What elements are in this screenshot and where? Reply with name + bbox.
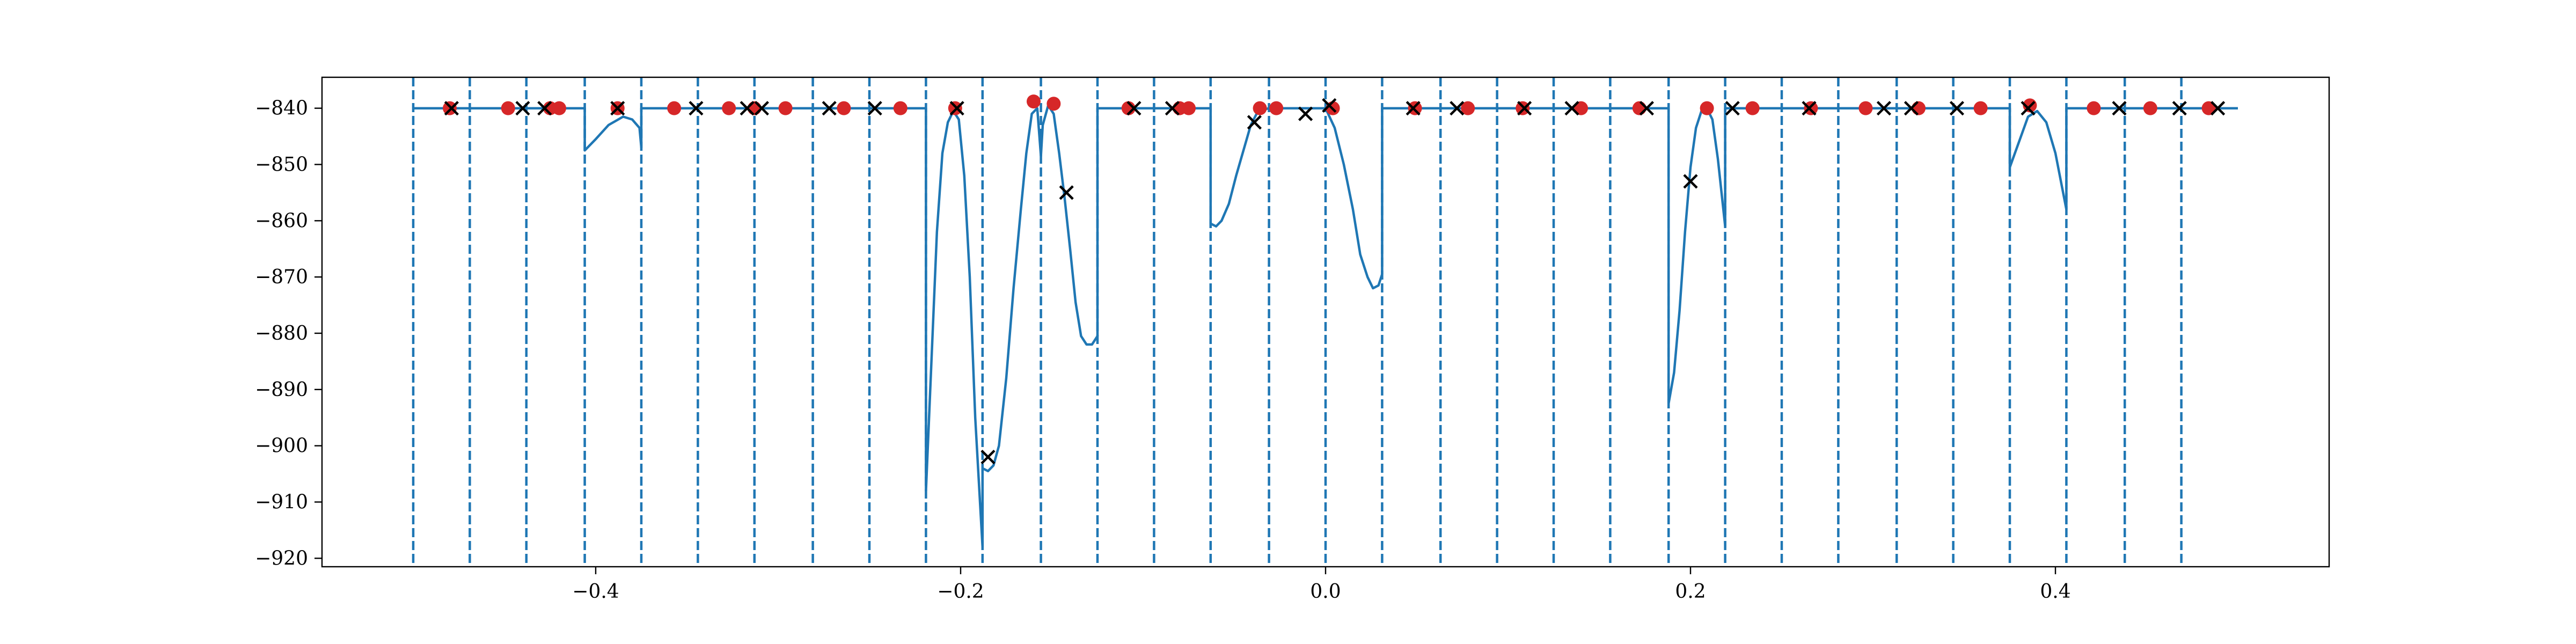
red-point	[2201, 101, 2216, 115]
x-marker	[1802, 101, 1817, 116]
x-marker	[515, 101, 530, 116]
red-point	[837, 101, 851, 115]
red-point	[1804, 101, 1818, 115]
x-marker	[1639, 101, 1654, 116]
red-point	[552, 101, 566, 115]
x-axis-ticks: −0.4 −0.2 0.0 0.2 0.4	[572, 567, 2071, 603]
x-marker	[2021, 101, 2036, 116]
y-tick-label: −870	[255, 266, 308, 288]
x-marker	[444, 101, 459, 116]
x-marker	[822, 101, 837, 116]
x-marker	[2112, 101, 2127, 116]
red-point	[1182, 101, 1196, 115]
x-tick-label: −0.2	[937, 581, 984, 603]
x-marker	[689, 101, 704, 116]
red-point	[1632, 101, 1646, 115]
red-point	[667, 101, 682, 115]
x-marker	[2211, 101, 2226, 116]
y-tick-label: −860	[255, 210, 308, 232]
red-point	[2087, 101, 2101, 115]
x-marker	[1322, 98, 1337, 113]
x-marker	[1949, 101, 1964, 116]
x-marker	[754, 101, 769, 116]
red-point	[1700, 101, 1714, 115]
y-tick-label: −890	[255, 379, 308, 401]
x-marker	[1165, 101, 1180, 116]
red-point	[2143, 101, 2157, 115]
red-point	[747, 101, 762, 115]
y-tick-label: −880	[255, 323, 308, 345]
red-point	[1516, 101, 1530, 115]
y-tick-label: −850	[255, 153, 308, 175]
x-marker	[1247, 115, 1262, 130]
x-marker	[2172, 101, 2187, 116]
x-tick-label: 0.2	[1675, 581, 1706, 603]
red-point	[1027, 94, 1041, 109]
x-marker	[867, 101, 882, 116]
x-marker	[1406, 101, 1421, 116]
y-axis-ticks: −920 −910 −900 −890 −880 −870 −860 −850 −840	[255, 98, 322, 569]
red-point	[722, 101, 736, 115]
red-point	[778, 101, 793, 115]
x-marker	[537, 101, 552, 116]
x-markers-layer	[444, 98, 2226, 465]
red-point	[501, 101, 515, 115]
y-tick-label: −910	[255, 491, 308, 513]
x-marker	[1564, 101, 1579, 116]
y-tick-label: −840	[255, 98, 308, 120]
x-marker	[1517, 101, 1532, 116]
x-marker	[610, 101, 625, 116]
red-point	[893, 101, 908, 115]
red-point	[1046, 97, 1061, 111]
x-tick-label: −0.4	[572, 581, 619, 603]
red-point	[1408, 101, 1422, 115]
x-marker	[1126, 101, 1141, 116]
red-point	[948, 101, 962, 115]
x-marker	[1725, 101, 1740, 116]
x-marker	[980, 449, 996, 465]
x-marker	[949, 101, 964, 116]
red-point	[1253, 101, 1267, 115]
x-marker	[1059, 185, 1074, 200]
x-tick-label: 0.0	[1310, 581, 1341, 603]
red-point	[1574, 101, 1588, 115]
y-tick-label: −900	[255, 435, 308, 457]
red-point	[1461, 101, 1475, 115]
x-marker	[1876, 101, 1891, 116]
x-marker	[1904, 101, 1919, 116]
red-point	[1745, 101, 1760, 115]
y-tick-label: −920	[255, 547, 308, 569]
vertical-dashed-lines	[412, 77, 2183, 567]
red-point	[443, 101, 457, 115]
x-marker	[1450, 101, 1465, 116]
red-point	[1973, 101, 1988, 115]
x-tick-label: 0.4	[2040, 581, 2070, 603]
red-point	[1858, 101, 1873, 115]
x-marker	[740, 101, 755, 116]
red-point	[1269, 101, 1284, 115]
red-point	[1912, 101, 1926, 115]
x-marker	[1298, 106, 1313, 121]
x-marker	[1683, 174, 1698, 189]
